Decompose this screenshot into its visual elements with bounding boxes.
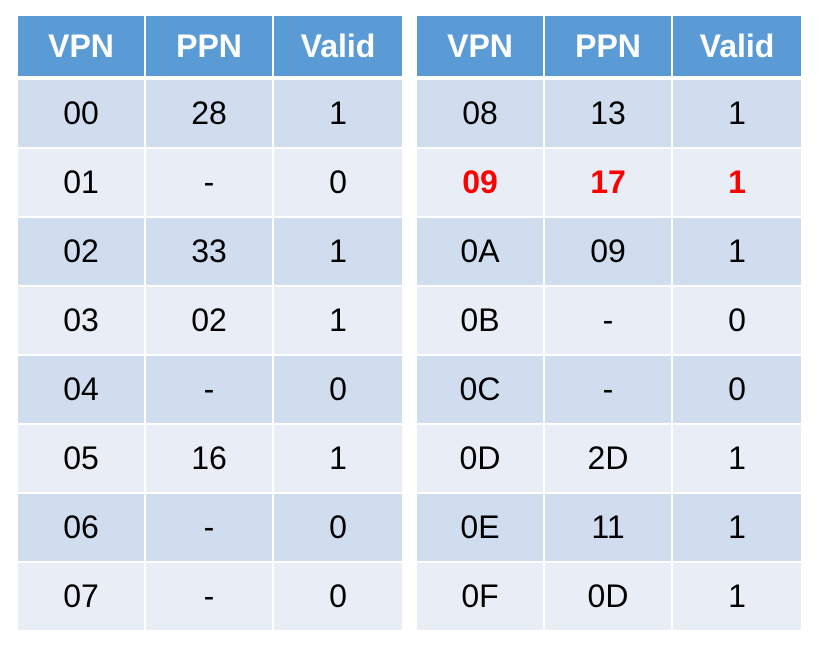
page-table-grid: VPN PPN Valid 00 28 1 01-0 02 33 1 03 02 1 04-0 05 1… (18, 16, 402, 632)
table-row: 08 13 1 (417, 80, 801, 149)
valid-cell: 1 (673, 425, 801, 494)
table-row: 06-0 (18, 494, 402, 563)
ppn-cell: 28 (146, 80, 274, 149)
vpn-cell: 04 (18, 356, 146, 425)
header-vpn: VPN (417, 16, 545, 80)
vpn-cell: 02 (18, 218, 146, 287)
ppn-cell: - (146, 563, 274, 632)
valid-cell: 1 (673, 563, 801, 632)
vpn-cell: 09 (417, 149, 545, 218)
header-row: VPN PPN Valid (18, 16, 402, 80)
ppn-cell: - (146, 356, 274, 425)
ppn-cell: 02 (146, 287, 274, 356)
vpn-cell: 0A (417, 218, 545, 287)
valid-cell: 0 (274, 563, 402, 632)
ppn-cell: 2D (545, 425, 673, 494)
header-ppn: PPN (545, 16, 673, 80)
table-row: 0B -0 (417, 287, 801, 356)
ppn-cell: 13 (545, 80, 673, 149)
vpn-cell: 0D (417, 425, 545, 494)
table-row: 05 16 1 (18, 425, 402, 494)
table-row: 0A 09 1 (417, 218, 801, 287)
valid-cell: 0 (274, 149, 402, 218)
header-valid: Valid (274, 16, 402, 80)
table-row-highlighted: 09 17 1 (417, 149, 801, 218)
header-valid: Valid (673, 16, 801, 80)
valid-cell: 0 (673, 287, 801, 356)
table-row: 00 28 1 (18, 80, 402, 149)
table-row: 07-0 (18, 563, 402, 632)
ppn-cell: 0D (545, 563, 673, 632)
table-row: 04-0 (18, 356, 402, 425)
valid-cell: 1 (673, 80, 801, 149)
table-row: 01-0 (18, 149, 402, 218)
vpn-cell: 03 (18, 287, 146, 356)
vpn-cell: 08 (417, 80, 545, 149)
table-row: 02 33 1 (18, 218, 402, 287)
header-ppn: PPN (146, 16, 274, 80)
ppn-cell: - (545, 356, 673, 425)
valid-cell: 1 (274, 425, 402, 494)
valid-cell: 0 (274, 494, 402, 563)
valid-cell: 1 (673, 218, 801, 287)
ppn-cell: - (146, 149, 274, 218)
ppn-cell: 17 (545, 149, 673, 218)
header-vpn: VPN (18, 16, 146, 80)
ppn-cell: - (545, 287, 673, 356)
ppn-cell: 09 (545, 218, 673, 287)
vpn-cell: 07 (18, 563, 146, 632)
ppn-cell: 11 (545, 494, 673, 563)
ppn-cell: 16 (146, 425, 274, 494)
table-row: 0E 11 1 (417, 494, 801, 563)
vpn-cell: 0F (417, 563, 545, 632)
valid-cell: 0 (673, 356, 801, 425)
table-row: 0D 2D 1 (417, 425, 801, 494)
vpn-cell: 06 (18, 494, 146, 563)
header-row: VPN PPN Valid (417, 16, 801, 80)
vpn-cell: 00 (18, 80, 146, 149)
vpn-cell: 01 (18, 149, 146, 218)
valid-cell: 1 (673, 494, 801, 563)
page-table-right: VPN PPN Valid 08 13 1 09 17 1 0A 09 1 0B -0 0C -0 0D 2… (417, 16, 801, 632)
table-row: 0F 0D 1 (417, 563, 801, 632)
vpn-cell: 0B (417, 287, 545, 356)
vpn-cell: 0C (417, 356, 545, 425)
vpn-cell: 0E (417, 494, 545, 563)
valid-cell: 0 (274, 356, 402, 425)
table-body-left: 00 28 1 01-0 02 33 1 03 02 1 04-0 05 16 1 06-0 07-0 (18, 80, 402, 632)
table-body-right: 08 13 1 09 17 1 0A 09 1 0B -0 0C -0 0D 2D 1 0E 11 1 0F 0D 1 (417, 80, 801, 632)
page-table-left: VPN PPN Valid 00 28 1 01-0 02 33 1 03 02 1 04-0 05 1… (18, 16, 402, 632)
valid-cell: 1 (274, 218, 402, 287)
table-row: 0C -0 (417, 356, 801, 425)
valid-cell: 1 (274, 80, 402, 149)
vpn-cell: 05 (18, 425, 146, 494)
page-table-grid: VPN PPN Valid 08 13 1 09 17 1 0A 09 1 0B -0 0C -0 0D 2… (417, 16, 801, 632)
valid-cell: 1 (673, 149, 801, 218)
table-row: 03 02 1 (18, 287, 402, 356)
valid-cell: 1 (274, 287, 402, 356)
ppn-cell: 33 (146, 218, 274, 287)
ppn-cell: - (146, 494, 274, 563)
